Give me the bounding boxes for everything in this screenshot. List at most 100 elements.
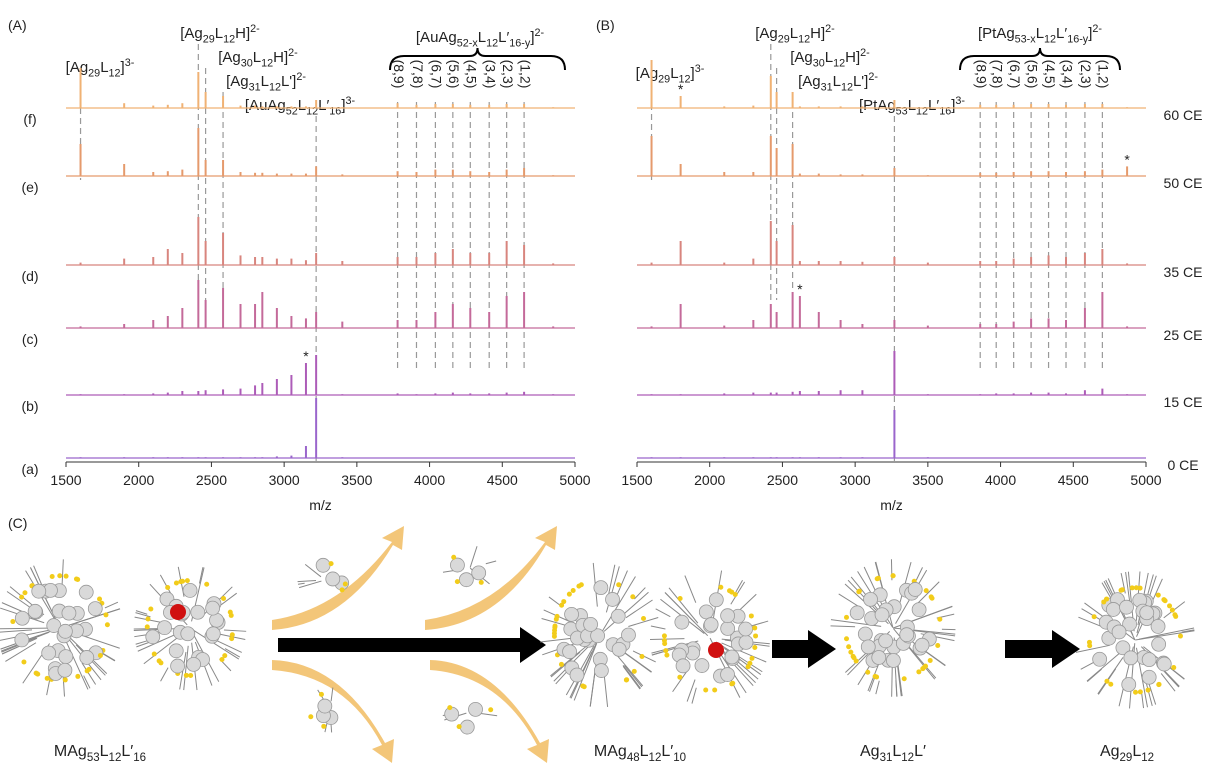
label-part: 53 bbox=[896, 106, 908, 118]
sulfur bbox=[1146, 688, 1151, 693]
species-label: Ag29L12 bbox=[1100, 743, 1154, 764]
sulfur bbox=[876, 576, 881, 581]
x-tick-label: 3000 bbox=[840, 472, 871, 488]
sulfur bbox=[479, 580, 484, 585]
peak-label: [Ag29L12H]2- bbox=[180, 23, 260, 46]
ligand bbox=[0, 628, 48, 629]
ligand bbox=[298, 583, 305, 584]
sulfur bbox=[848, 650, 853, 655]
label-part: 31 bbox=[880, 752, 893, 764]
atom bbox=[316, 558, 330, 572]
atom bbox=[32, 584, 46, 598]
sulfur bbox=[1120, 587, 1125, 592]
atom bbox=[469, 702, 483, 716]
atom bbox=[318, 699, 332, 713]
label-part: [Ag bbox=[790, 49, 813, 66]
atom bbox=[900, 628, 914, 642]
label-part: MAg bbox=[594, 743, 627, 760]
trace-label: (d) bbox=[21, 268, 38, 284]
sulfur bbox=[229, 613, 234, 618]
sulfur bbox=[308, 714, 313, 719]
label-part: L′ bbox=[121, 743, 133, 760]
trace-label: (f) bbox=[23, 111, 36, 127]
sulfur bbox=[1162, 598, 1167, 603]
arrow bbox=[1005, 630, 1080, 668]
label-part: 3- bbox=[345, 95, 355, 107]
sulfur bbox=[873, 674, 878, 679]
ligand bbox=[549, 597, 561, 606]
atom bbox=[59, 650, 73, 664]
label-part: L′ bbox=[1056, 25, 1067, 42]
sulfur bbox=[21, 660, 26, 665]
label-part: L bbox=[253, 49, 261, 66]
atom bbox=[58, 663, 72, 677]
sulfur bbox=[75, 577, 80, 582]
label-part: 52-x bbox=[457, 38, 479, 50]
label-part: L bbox=[100, 59, 108, 76]
scheme-graphics bbox=[272, 526, 1080, 763]
ligand bbox=[80, 635, 120, 649]
ligand bbox=[876, 681, 879, 694]
atom bbox=[79, 585, 93, 599]
sulfur bbox=[930, 596, 935, 601]
label-part: 12 bbox=[486, 38, 498, 50]
sulfur bbox=[455, 579, 460, 584]
atom bbox=[80, 650, 94, 664]
sulfur bbox=[677, 675, 682, 680]
group-member-label: (7,8) bbox=[410, 60, 426, 89]
group-member-label: (1,2) bbox=[1096, 60, 1112, 89]
x-axis-label: m/z bbox=[309, 497, 332, 513]
atom bbox=[563, 645, 577, 659]
sulfur bbox=[747, 661, 752, 666]
trace-condition: 35 CE bbox=[1164, 264, 1203, 280]
sulfur bbox=[1178, 634, 1183, 639]
label-part: [Ag bbox=[66, 59, 89, 76]
label-part: H] bbox=[235, 25, 250, 42]
label-part: 16-y bbox=[1067, 34, 1089, 46]
atom bbox=[725, 650, 739, 664]
group-label: [PtAg53-xL12L′16-y]2- bbox=[978, 23, 1102, 46]
sulfur bbox=[1092, 614, 1097, 619]
sulfur bbox=[1171, 665, 1176, 670]
sulfur bbox=[902, 676, 907, 681]
trace-condition: 25 CE bbox=[1164, 327, 1203, 343]
label-part: [PtAg bbox=[978, 25, 1015, 42]
label-part: L bbox=[1036, 25, 1044, 42]
panel-label: (C) bbox=[8, 515, 27, 531]
trace-condition: 60 CE bbox=[1164, 107, 1203, 123]
atom bbox=[1093, 652, 1107, 666]
label-part: 12 bbox=[109, 68, 121, 80]
sulfur bbox=[865, 670, 870, 675]
atom bbox=[886, 653, 900, 667]
label-part: 12 bbox=[109, 752, 122, 764]
sulfur bbox=[639, 654, 644, 659]
atom bbox=[206, 601, 220, 615]
group-member-label: (2,3) bbox=[500, 60, 516, 89]
x-tick-label: 4500 bbox=[487, 472, 518, 488]
sulfur bbox=[664, 653, 669, 658]
sulfur bbox=[729, 590, 734, 595]
label-part: 30 bbox=[813, 58, 825, 70]
atom bbox=[15, 611, 29, 625]
label-part: [Ag bbox=[180, 25, 203, 42]
group-member-label: (6,7) bbox=[429, 60, 445, 89]
atom bbox=[915, 638, 929, 652]
x-tick-label: 4500 bbox=[1058, 472, 1089, 488]
ligand bbox=[331, 688, 333, 702]
atom bbox=[1142, 653, 1156, 667]
label-part: MAg bbox=[54, 743, 87, 760]
sulfur bbox=[340, 587, 345, 592]
sulfur bbox=[1133, 690, 1138, 695]
label-part: 12 bbox=[223, 34, 235, 46]
ligand bbox=[656, 609, 671, 617]
atom bbox=[621, 628, 635, 642]
ligand bbox=[608, 565, 614, 595]
atom bbox=[171, 659, 185, 673]
ligand bbox=[751, 621, 768, 626]
atom bbox=[1151, 619, 1165, 633]
sulfur bbox=[582, 684, 587, 689]
label-part: 48 bbox=[627, 752, 640, 764]
ligand bbox=[225, 649, 240, 658]
atom bbox=[28, 604, 42, 618]
label-part: L bbox=[261, 73, 269, 90]
